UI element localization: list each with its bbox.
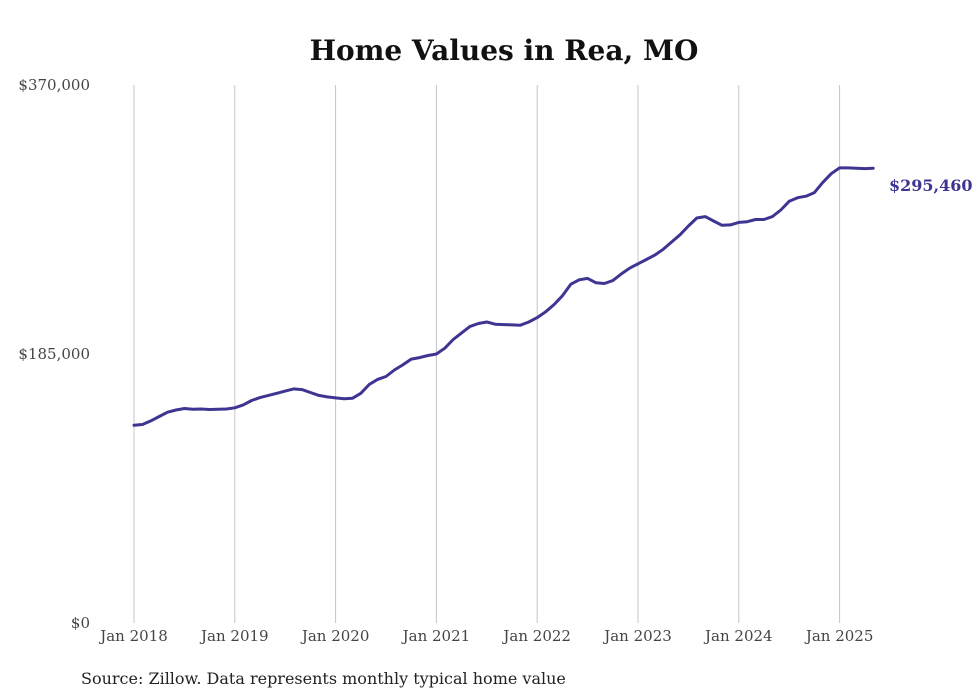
x-tick-label: Jan 2024 [703, 627, 773, 645]
y-axis-ticks: $0 $185,000 $370,000 [18, 76, 90, 632]
x-tick-label: Jan 2023 [602, 627, 672, 645]
series-layer [132, 166, 875, 427]
chart-title: Home Values in Rea, MO [310, 34, 699, 67]
x-tick-label: Jan 2018 [98, 627, 168, 645]
x-tick-label: Jan 2022 [501, 627, 571, 645]
y-tick-label: $185,000 [18, 345, 90, 363]
last-value-label: $295,460 [889, 176, 973, 195]
x-tick-label: Jan 2019 [199, 627, 269, 645]
x-tick-label: Jan 2020 [300, 627, 370, 645]
source-note: Source: Zillow. Data represents monthly … [81, 669, 566, 688]
x-tick-label: Jan 2025 [804, 627, 874, 645]
x-axis-ticks: Jan 2018 Jan 2019 Jan 2020 Jan 2021 Jan 2022… [98, 627, 873, 645]
y-tick-label: $370,000 [18, 76, 90, 94]
x-tick-label: Jan 2021 [401, 627, 471, 645]
series-line [132, 166, 875, 427]
y-tick-label: $0 [71, 614, 90, 632]
gridlines [133, 85, 841, 623]
